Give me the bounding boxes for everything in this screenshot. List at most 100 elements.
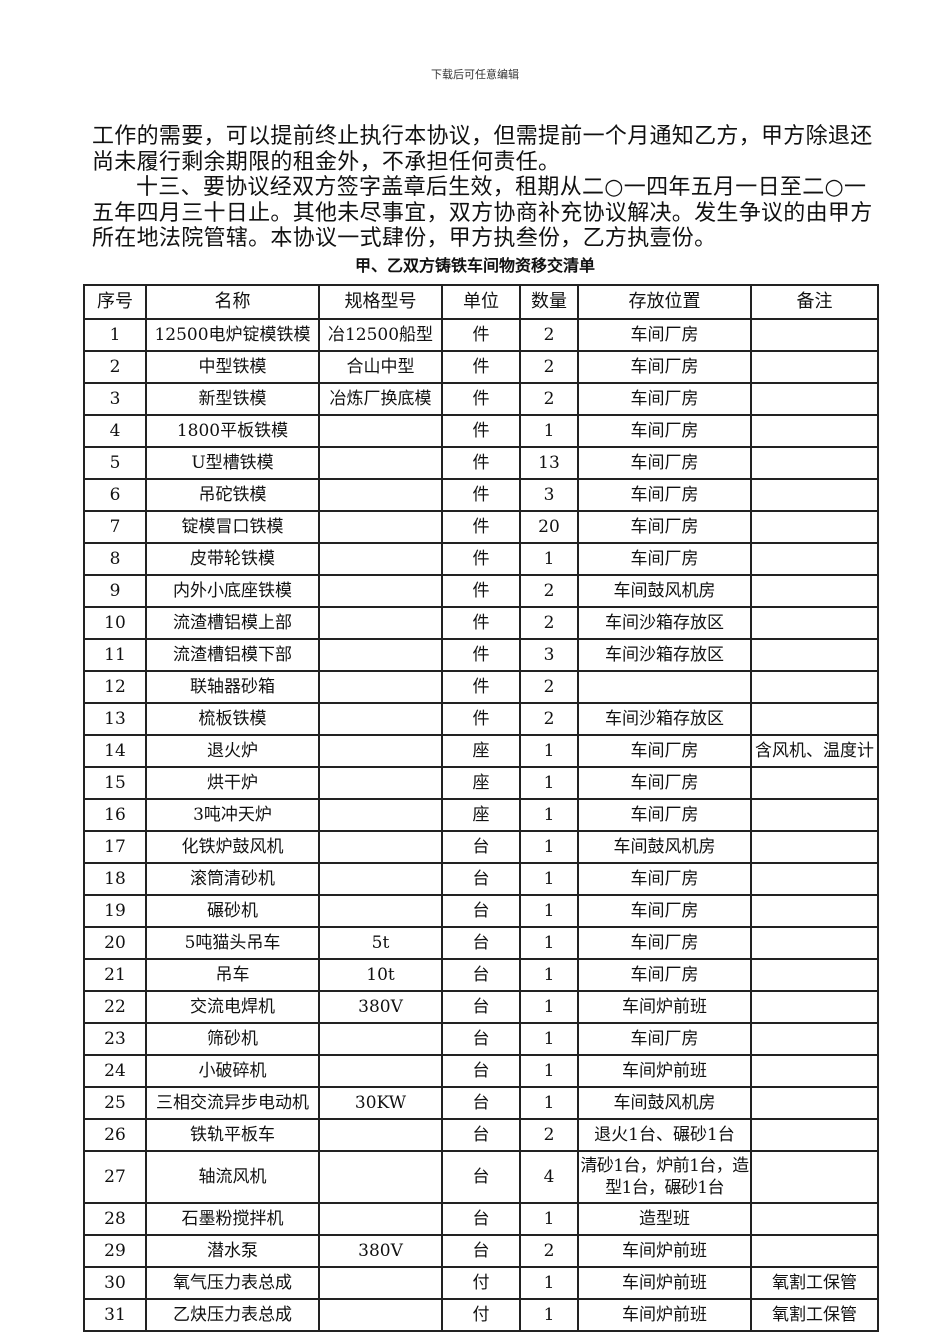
table-cell: 380V — [318, 1234, 443, 1268]
table-cell: 乙炔压力表总成 — [145, 1298, 320, 1332]
table-cell — [750, 894, 879, 928]
table-row: 29 潜水泵 380V 台 2 车间炉前班 — [83, 1234, 879, 1268]
table-cell: 1 — [83, 318, 147, 352]
table-cell: 件 — [441, 318, 521, 352]
table-cell: 1 — [519, 1266, 579, 1300]
header-cell: 规格型号 — [318, 284, 443, 320]
table-cell: 1 — [519, 1086, 579, 1120]
table-cell: 14 — [83, 734, 147, 768]
table-cell: 联轴器砂箱 — [145, 670, 320, 704]
header-cell: 存放位置 — [577, 284, 752, 320]
table-cell: 车间炉前班 — [577, 1234, 752, 1268]
table-cell: 1 — [519, 734, 579, 768]
table-cell: 24 — [83, 1054, 147, 1088]
table-cell: 25 — [83, 1086, 147, 1120]
table-cell — [318, 574, 443, 608]
table-cell — [750, 542, 879, 576]
table-row: 12 联轴器砂箱 件 2 — [83, 670, 879, 704]
table-cell: 1 — [519, 830, 579, 864]
table-cell: 件 — [441, 606, 521, 640]
table-cell: 车间鼓风机房 — [577, 574, 752, 608]
table-cell: 1 — [519, 926, 579, 960]
table-cell: 2 — [519, 702, 579, 736]
table-cell: 1 — [519, 958, 579, 992]
table-cell: 1 — [519, 1202, 579, 1236]
table-cell: 2 — [519, 606, 579, 640]
table-cell: 付 — [441, 1266, 521, 1300]
table-cell: 筛砂机 — [145, 1022, 320, 1056]
table-cell: 付 — [441, 1298, 521, 1332]
table-cell: 2 — [519, 1118, 579, 1152]
table-cell: 31 — [83, 1298, 147, 1332]
table-cell: 台 — [441, 1234, 521, 1268]
table-cell: 件 — [441, 478, 521, 512]
table-cell: 380V — [318, 990, 443, 1024]
table-cell: 台 — [441, 1150, 521, 1204]
table-cell: 28 — [83, 1202, 147, 1236]
table-cell: 16 — [83, 798, 147, 832]
table-cell: 29 — [83, 1234, 147, 1268]
table-cell: 化铁炉鼓风机 — [145, 830, 320, 864]
table-cell: 车间厂房 — [577, 798, 752, 832]
table-cell — [750, 1150, 879, 1204]
table-cell — [750, 926, 879, 960]
table-cell — [577, 670, 752, 704]
watermark-text: 下载后可任意编辑 — [431, 68, 519, 81]
table-cell — [750, 830, 879, 864]
table-cell: 11 — [83, 638, 147, 672]
table-cell: 烘干炉 — [145, 766, 320, 800]
table-cell: 车间厂房 — [577, 766, 752, 800]
table-cell: 吊砣铁模 — [145, 478, 320, 512]
table-row: 7 锭模冒口铁模 件 20 车间厂房 — [83, 510, 879, 544]
table-cell: 7 — [83, 510, 147, 544]
table-cell: 新型铁模 — [145, 382, 320, 416]
table-cell: 13 — [519, 446, 579, 480]
table-cell: 30KW — [318, 1086, 443, 1120]
table-cell: 27 — [83, 1150, 147, 1204]
table-cell: 台 — [441, 1086, 521, 1120]
table-row: 13 梳板铁模 件 2 车间沙箱存放区 — [83, 702, 879, 736]
table-row: 10 流渣槽铝模上部 件 2 车间沙箱存放区 — [83, 606, 879, 640]
table-cell: 20 — [83, 926, 147, 960]
table-cell: 车间厂房 — [577, 542, 752, 576]
table-cell: 车间沙箱存放区 — [577, 638, 752, 672]
table-cell: 20 — [519, 510, 579, 544]
table-cell: 件 — [441, 702, 521, 736]
table-cell: 交流电焊机 — [145, 990, 320, 1024]
table-row: 26 铁轨平板车 台 2 退火1台、碾砂1台 — [83, 1118, 879, 1152]
table-cell: 车间厂房 — [577, 350, 752, 384]
table-cell: 流渣槽铝模下部 — [145, 638, 320, 672]
table-cell — [318, 734, 443, 768]
table-row: 25 三相交流异步电动机 30KW 台 1 车间鼓风机房 — [83, 1086, 879, 1120]
table-cell: 车间炉前班 — [577, 1266, 752, 1300]
table-header-row: 序号 名称 规格型号 单位 数量 存放位置 备注 — [83, 284, 879, 320]
table-cell — [318, 1054, 443, 1088]
table-cell: 台 — [441, 1022, 521, 1056]
table-cell: 1 — [519, 1022, 579, 1056]
table-cell — [750, 766, 879, 800]
table-cell — [318, 798, 443, 832]
table-cell: 1 — [519, 862, 579, 896]
table-row: 30 氧气压力表总成 付 1 车间炉前班 氧割工保管 — [83, 1266, 879, 1300]
table-cell: 1 — [519, 894, 579, 928]
table-cell: 合山中型 — [318, 350, 443, 384]
table-cell: 件 — [441, 510, 521, 544]
table-cell — [750, 1086, 879, 1120]
table-cell — [318, 542, 443, 576]
table-cell: 9 — [83, 574, 147, 608]
paragraph: 十三、要协议经双方签字盖章后生效，租期从二○一四年五月一日至二○一五年四月三十日… — [92, 175, 873, 251]
table-cell — [750, 798, 879, 832]
table-cell: 10t — [318, 958, 443, 992]
table-cell: 造型班 — [577, 1202, 752, 1236]
table-cell — [318, 670, 443, 704]
table-cell: 车间炉前班 — [577, 1298, 752, 1332]
table-cell: 1 — [519, 990, 579, 1024]
table-cell — [318, 510, 443, 544]
table-cell — [318, 446, 443, 480]
table-cell: 车间厂房 — [577, 862, 752, 896]
paragraph: 工作的需要，可以提前终止执行本协议，但需提前一个月通知乙方，甲方除退还尚未履行剩… — [92, 124, 873, 175]
table-cell: 皮带轮铁模 — [145, 542, 320, 576]
table-cell: 8 — [83, 542, 147, 576]
table-cell — [318, 414, 443, 448]
table-cell — [750, 1202, 879, 1236]
